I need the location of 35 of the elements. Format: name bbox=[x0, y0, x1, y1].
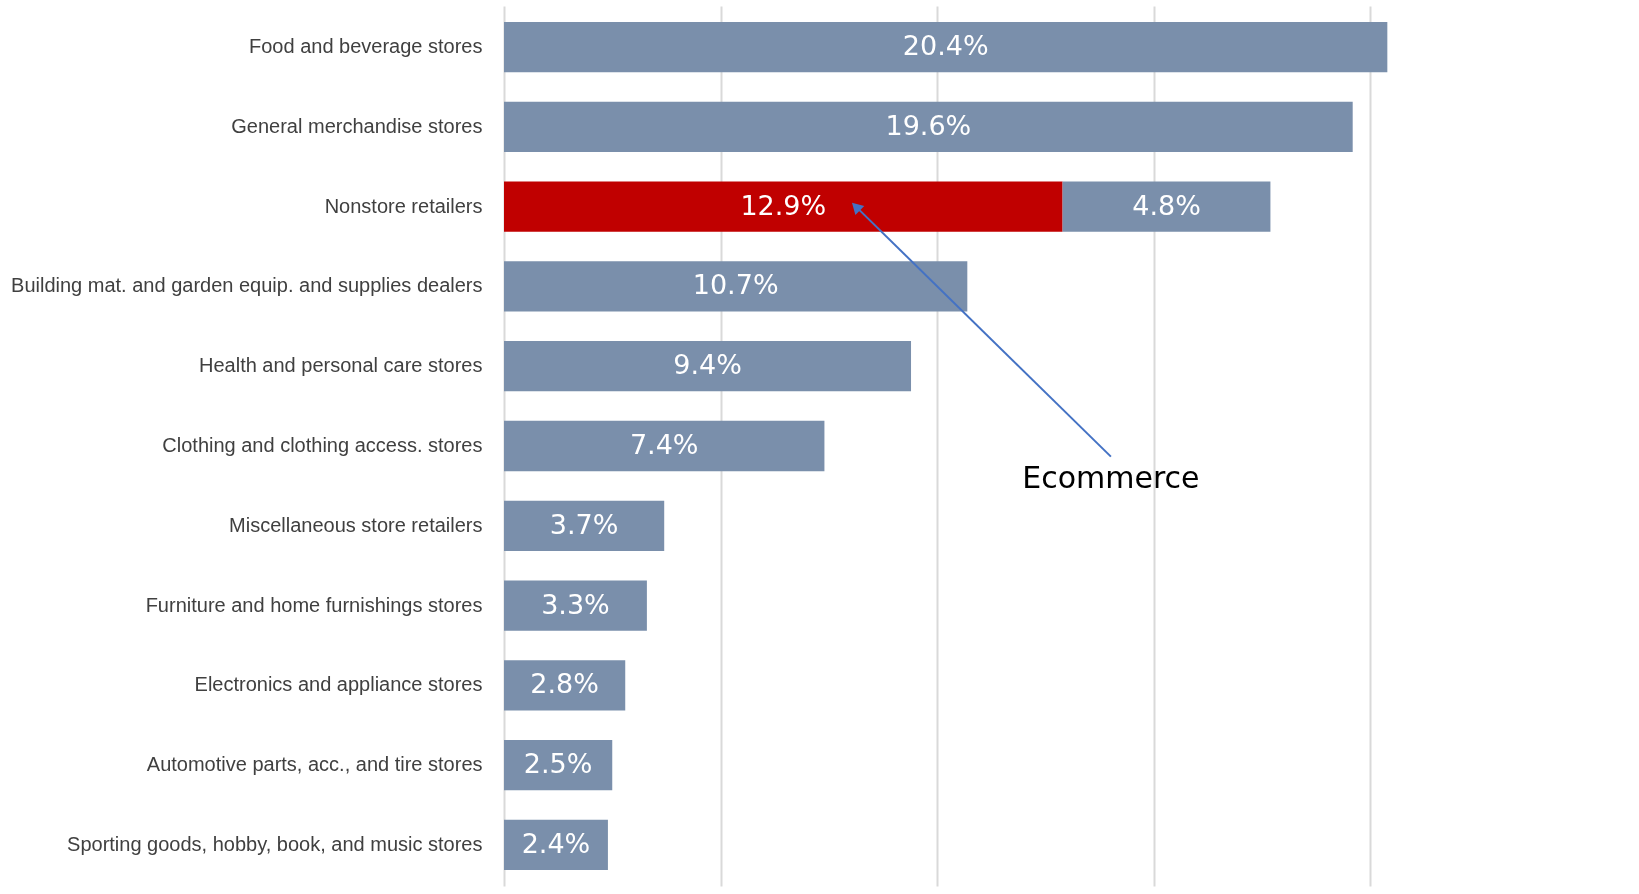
data-label: 7.4% bbox=[629, 429, 699, 460]
data-label: 3.7% bbox=[549, 508, 619, 540]
bar bbox=[504, 580, 647, 631]
y-tick-label: Electronics and appliance stores bbox=[194, 673, 483, 696]
y-tick-label: Furniture and home furnishings stores bbox=[145, 593, 483, 616]
bar bbox=[504, 101, 1353, 152]
data-label: 12.9% bbox=[740, 189, 827, 221]
bar bbox=[504, 500, 665, 551]
y-tick-label: Building mat. and garden equip. and supplies dealers bbox=[11, 274, 483, 297]
data-label: 19.6% bbox=[885, 109, 972, 141]
data-label: 2.4% bbox=[521, 827, 591, 859]
y-tick-label: Health and personal care stores bbox=[199, 354, 483, 377]
y-tick-label: Nonstore retailers bbox=[324, 194, 483, 217]
y-tick-label: Sporting goods, hobby, book, and music stores bbox=[67, 832, 483, 855]
bar bbox=[504, 181, 1063, 232]
bar bbox=[504, 740, 613, 791]
data-label: 9.4% bbox=[673, 349, 742, 381]
bar bbox=[504, 660, 626, 711]
y-tick-label: Food and beverage stores bbox=[249, 35, 483, 58]
data-label: 10.7% bbox=[692, 269, 779, 301]
bar bbox=[504, 21, 1388, 73]
data-label: 20.4% bbox=[902, 30, 989, 62]
bar bbox=[504, 261, 968, 312]
data-label: 2.8% bbox=[530, 668, 599, 700]
y-tick-label: Clothing and clothing access. stores bbox=[162, 434, 483, 456]
y-tick-label: Miscellaneous store retailers bbox=[229, 513, 483, 536]
bar bbox=[504, 341, 912, 392]
bar bbox=[504, 420, 825, 472]
data-label: 2.5% bbox=[523, 748, 593, 780]
y-tick-label: Automotive parts, acc., and tire stores bbox=[146, 753, 483, 776]
data-label: 3.3% bbox=[541, 588, 610, 620]
bar bbox=[1062, 181, 1271, 232]
data-label: 4.8% bbox=[1132, 189, 1201, 221]
y-tick-label: General merchandise stores bbox=[231, 114, 483, 137]
annotation: Ecommerce bbox=[1022, 459, 1200, 495]
